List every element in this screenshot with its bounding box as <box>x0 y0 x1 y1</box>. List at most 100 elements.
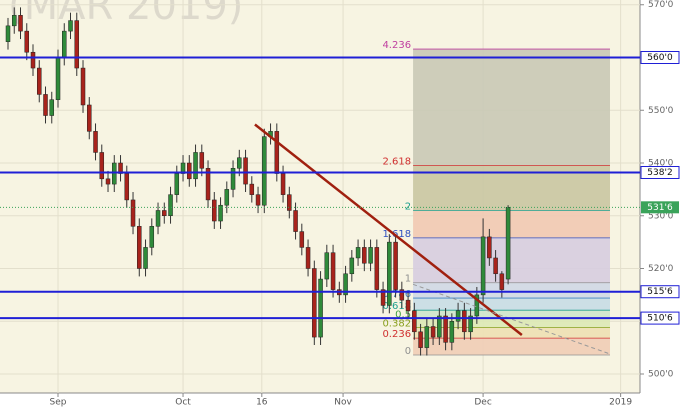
level-tag <box>640 50 680 64</box>
candle-body <box>99 152 105 180</box>
candle-body <box>224 189 230 206</box>
fib-label: 1 <box>405 274 411 285</box>
y-tick-label: 520'0 <box>648 264 674 274</box>
fib-band <box>413 327 610 339</box>
candle-body <box>405 299 411 311</box>
x-tick-label: Sep <box>50 398 67 408</box>
candle-body <box>455 310 461 322</box>
level-tag <box>640 285 680 299</box>
fib-label: 0.618 <box>382 301 411 312</box>
y-tick-label: 540'0 <box>648 159 674 169</box>
last-price-label: 531'6 <box>647 203 673 213</box>
candle-body <box>180 162 186 174</box>
fib-label: 2 <box>405 201 411 212</box>
candle-body <box>199 152 205 169</box>
candle-body <box>230 168 236 190</box>
candle-body <box>49 99 55 116</box>
candle-body <box>449 321 455 343</box>
candle-body <box>74 20 80 69</box>
candle-body <box>143 247 148 269</box>
x-tick-label: Nov <box>334 398 352 408</box>
candle-body <box>274 131 280 174</box>
fib-label: 0.5 <box>395 310 411 321</box>
candle-body <box>393 241 398 290</box>
candle-body <box>68 20 73 32</box>
level-tag <box>640 311 680 325</box>
x-tick-label: 16 <box>256 398 268 408</box>
candle-body <box>299 231 305 248</box>
fib-label: 0.236 <box>382 329 411 340</box>
candle-body <box>499 273 505 290</box>
candle-body <box>424 326 430 348</box>
level-tag-label: 510'6 <box>647 314 673 324</box>
fib-label: 0.786 <box>382 289 411 300</box>
fib-band <box>413 282 610 299</box>
x-tick-label: 2019 <box>609 398 632 408</box>
candle-body <box>380 289 386 306</box>
candle-body <box>293 210 298 232</box>
fib-band <box>413 210 610 238</box>
candle-body <box>62 30 67 58</box>
fib-label: 0 <box>405 346 411 357</box>
candle-body <box>174 173 180 195</box>
candle-body <box>218 204 223 222</box>
candle-body <box>87 104 92 132</box>
candle-body <box>355 247 361 259</box>
candle-body <box>80 67 86 106</box>
candle-body <box>162 210 167 217</box>
fib-label: 2.618 <box>382 157 411 168</box>
fib-band <box>413 49 610 166</box>
candle-body <box>362 247 367 264</box>
y-tick-label: 500'0 <box>648 370 674 380</box>
candle-body <box>318 278 323 338</box>
candle-body <box>24 30 30 53</box>
candle-body <box>205 168 211 201</box>
candle-body <box>462 310 467 333</box>
candle-body <box>237 157 242 169</box>
candle-body <box>349 257 355 275</box>
y-tick-label: 550'0 <box>648 106 674 116</box>
candle-body <box>374 247 380 290</box>
fib-band <box>413 298 610 311</box>
candle-body <box>399 289 405 301</box>
last-price-tag <box>641 201 679 214</box>
candle-body <box>305 247 311 269</box>
fib-label: 4.236 <box>382 40 411 51</box>
candle-body <box>412 310 417 333</box>
candle-body <box>443 315 448 343</box>
x-tick-label: Oct <box>175 398 191 408</box>
fib-label: 1.618 <box>382 229 411 240</box>
candle-body <box>368 247 373 264</box>
candle-body <box>505 207 511 280</box>
candle-body <box>255 194 261 206</box>
candle-body <box>418 331 423 348</box>
y-tick-label: 530'0 <box>648 211 674 221</box>
fib-band <box>413 310 610 319</box>
candle-body <box>18 15 23 32</box>
candle-body <box>312 268 317 338</box>
level-tag-label: 538'2 <box>647 168 672 178</box>
candle-body <box>105 178 111 185</box>
candle-body <box>493 257 498 275</box>
candle-body <box>187 162 192 180</box>
candle-body <box>149 226 155 248</box>
candle-body <box>37 67 42 95</box>
level-tag-label: 515'6 <box>647 287 673 297</box>
candle-body <box>155 210 161 227</box>
candle-body <box>130 199 136 227</box>
candle-body <box>118 162 123 174</box>
x-tick-label: Dec <box>474 398 491 408</box>
candle-body <box>243 157 248 185</box>
candle-body <box>168 194 173 217</box>
candle-body <box>474 294 480 317</box>
candle-body <box>343 273 348 296</box>
candle-body <box>249 183 255 195</box>
candle-body <box>55 57 61 100</box>
level-tag-label: 560'0 <box>647 53 673 63</box>
candle-body <box>43 94 48 116</box>
candle-body <box>112 162 117 185</box>
fib-band <box>413 237 610 283</box>
candle-body <box>430 326 436 338</box>
candle-body <box>324 252 330 280</box>
